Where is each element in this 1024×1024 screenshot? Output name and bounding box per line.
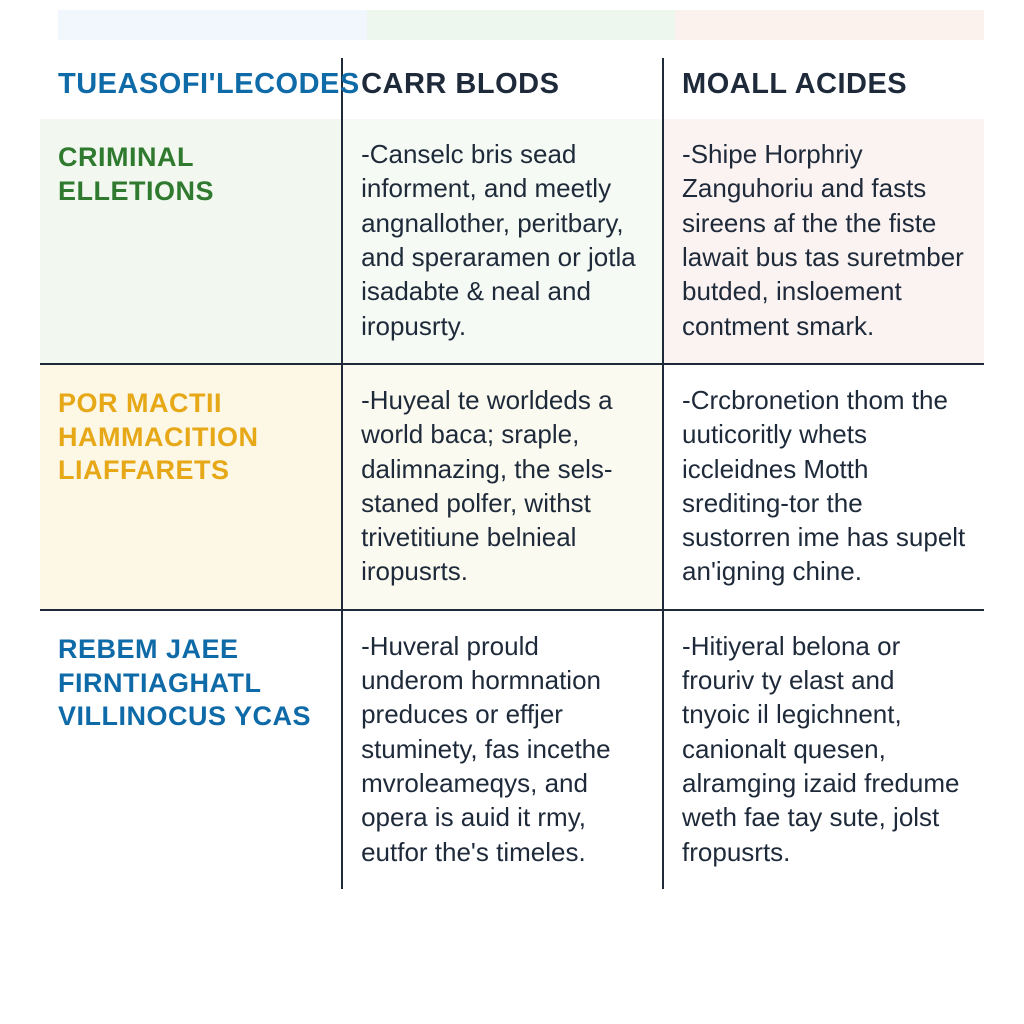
top-color-strip [58,10,984,40]
row-label-3: REBEM JAEE FIRNTIAGHATL VILLINOCUS YCAS [40,610,342,889]
row-label-2: POR MACTII HAMMACITION LIAFFARETS [40,364,342,610]
top-strip-col-1 [58,10,367,40]
body-cell-3-2: -Hitiyeral belona or frouriv ty elast an… [663,610,984,889]
table-row: CRIMINAL ELLETIONS -Canselc bris sead in… [40,119,984,364]
body-cell-2-2: -Crcbronetion thom the uuticoritly whets… [663,364,984,610]
top-strip-col-2 [367,10,676,40]
body-cell-3-1: -Huveral prould underom hormnation predu… [342,610,663,889]
table-row: POR MACTII HAMMACITION LIAFFARETS -Huyea… [40,364,984,610]
top-strip-col-3 [675,10,984,40]
header-row: TUEASOFI'LECODES CARR BLODS MOALL ACIDES [40,58,984,119]
comparison-table: TUEASOFI'LECODES CARR BLODS MOALL ACIDES… [40,58,984,889]
header-cell-2: CARR BLODS [342,58,663,119]
body-cell-1-2: -Shipe Horphriy Zanguhoriu and fasts sir… [663,119,984,364]
body-cell-2-1: -Huyeal te worldeds a world baca; sraple… [342,364,663,610]
header-cell-1: TUEASOFI'LECODES [40,58,342,119]
body-cell-1-1: -Canselc bris sead informent, and meetly… [342,119,663,364]
row-label-1: CRIMINAL ELLETIONS [40,119,342,364]
table-row: REBEM JAEE FIRNTIAGHATL VILLINOCUS YCAS … [40,610,984,889]
page: TUEASOFI'LECODES CARR BLODS MOALL ACIDES… [0,0,1024,1024]
header-cell-3: MOALL ACIDES [663,58,984,119]
